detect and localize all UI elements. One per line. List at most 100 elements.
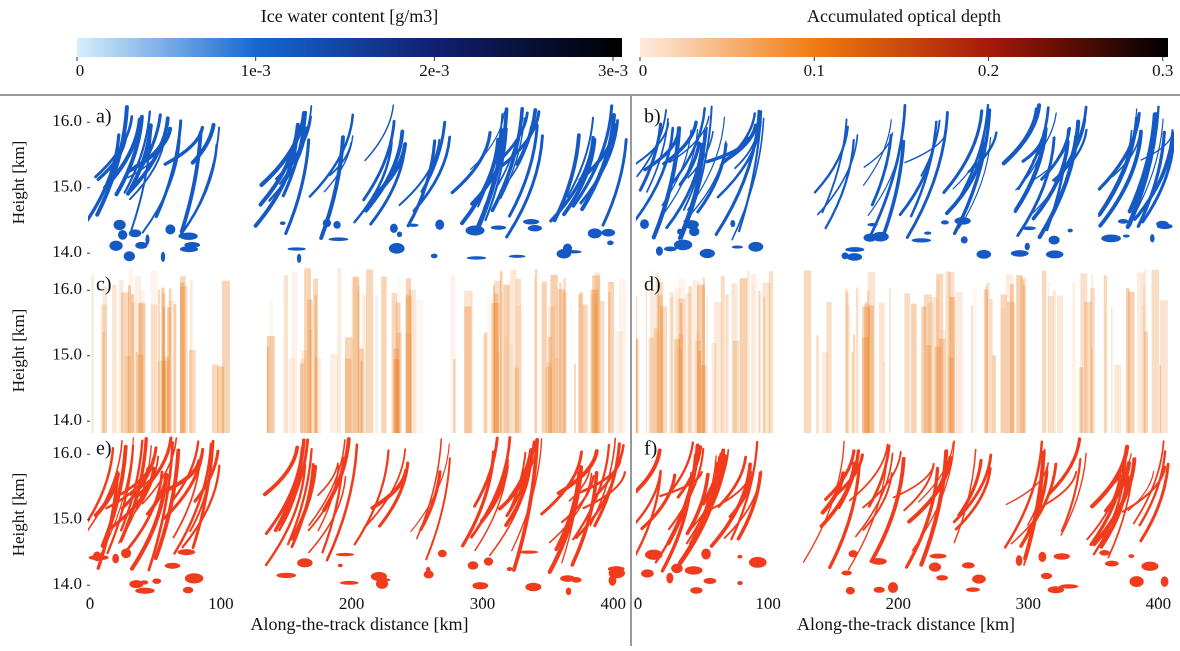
x-tick-label: 200: [885, 594, 911, 613]
cloud-streak: [1010, 476, 1054, 545]
x-tick-label: 400: [1146, 594, 1172, 613]
cloud-blob: [88, 555, 109, 561]
depth-streak: [867, 271, 876, 433]
cloud-streak: [460, 137, 501, 226]
cloud-streak: [636, 126, 675, 222]
cloud-blob: [1117, 219, 1129, 224]
depth-streak: [405, 295, 412, 433]
cloud-blob: [164, 562, 181, 569]
cloud-streak: [1016, 136, 1056, 238]
depth-streak: [1177, 359, 1178, 433]
cloud-streak: [88, 133, 121, 222]
cloud-streak: [1032, 135, 1076, 214]
cloud-streak: [191, 439, 215, 550]
cloud-streak: [556, 449, 599, 496]
cloud-streak: [317, 462, 339, 497]
cloud-streak: [450, 131, 492, 195]
cloud-blob: [1021, 226, 1036, 231]
cloud-blob: [870, 557, 887, 565]
depth-streak: [674, 339, 680, 433]
depth-streak: [269, 299, 274, 433]
depth-streak: [607, 291, 611, 433]
cloud-blob: [845, 247, 865, 253]
cloud-streak: [907, 455, 953, 524]
cloud-streak: [119, 457, 155, 496]
cloud-streak: [1139, 462, 1170, 543]
cloud-blob: [1128, 554, 1135, 559]
cloud-blob: [506, 567, 513, 572]
cloud-streak: [942, 109, 984, 194]
cloud-blob: [688, 226, 700, 237]
depth-streak: [694, 340, 701, 433]
depth-streak: [1144, 331, 1149, 433]
cloud-streak: [666, 441, 695, 497]
cloud-blob: [152, 578, 162, 584]
cloud-streak: [181, 464, 221, 549]
cloud-blob: [165, 224, 176, 235]
depth-streak: [986, 282, 990, 433]
cloud-blob: [863, 233, 877, 242]
cloud-streak: [944, 141, 986, 216]
cloud-blob: [960, 236, 968, 244]
depth-streak: [509, 343, 514, 433]
depth-streak: [359, 348, 364, 433]
depth-streak: [493, 280, 501, 433]
cloud-streak: [734, 130, 759, 170]
depth-streak: [464, 290, 472, 433]
cloud-streak: [154, 119, 183, 219]
depth-streak: [1020, 278, 1027, 433]
depth-streak: [366, 269, 373, 433]
panel-label: f): [644, 438, 657, 460]
cloud-blob: [296, 253, 302, 263]
depth-streak: [599, 301, 605, 433]
depth-streak: [499, 271, 503, 433]
cloud-streak: [469, 111, 505, 170]
cloud-streak: [123, 110, 151, 194]
cloud-blob: [1101, 234, 1121, 243]
cloud-streak: [484, 127, 508, 222]
cloud-streak: [179, 130, 203, 234]
cloud-blob: [887, 582, 899, 593]
colorbar-tick-label: 2e-3: [419, 61, 449, 80]
cloud-streak: [1136, 130, 1166, 228]
depth-streak: [405, 333, 412, 433]
cloud-streak: [813, 125, 849, 194]
cloud-streak: [140, 113, 162, 168]
depth-streak: [821, 352, 829, 433]
depth-streak: [678, 298, 686, 433]
x-tick-label: 200: [339, 594, 365, 613]
depth-streak: [1000, 294, 1007, 433]
depth-streak: [138, 303, 146, 433]
cloud-streak: [505, 134, 544, 239]
cloud-streak: [419, 470, 442, 532]
cloud-blob: [179, 232, 198, 240]
cloud-blob: [140, 580, 149, 585]
depth-streak: [1151, 269, 1160, 433]
depth-streak: [676, 298, 683, 433]
cloud-streak: [736, 471, 763, 541]
cloud-blob: [472, 582, 489, 590]
x-tick-label: 300: [470, 594, 496, 613]
depth-streak: [1007, 301, 1015, 433]
depth-streak: [221, 280, 230, 433]
cloud-streak: [1138, 450, 1167, 527]
cloud-streak: [1062, 118, 1087, 171]
cloud-blob: [607, 240, 614, 246]
depth-streak: [947, 355, 952, 433]
depth-streak: [217, 366, 225, 433]
y-tick-label: 15.0: [52, 509, 82, 528]
depth-streak: [1005, 274, 1014, 433]
depth-streak: [1091, 347, 1093, 433]
depth-streak: [648, 337, 655, 433]
x-axis-label: Along-the-track distance [km]: [797, 614, 1015, 634]
depth-streak: [878, 302, 885, 433]
depth-streak: [669, 291, 675, 433]
depth-streak: [868, 305, 874, 433]
depth-streak: [397, 276, 401, 433]
depth-streak: [851, 351, 854, 433]
depth-streak: [904, 293, 911, 433]
depth-streak: [1089, 288, 1095, 433]
depth-streak: [674, 287, 681, 433]
depth-streak: [615, 330, 623, 433]
